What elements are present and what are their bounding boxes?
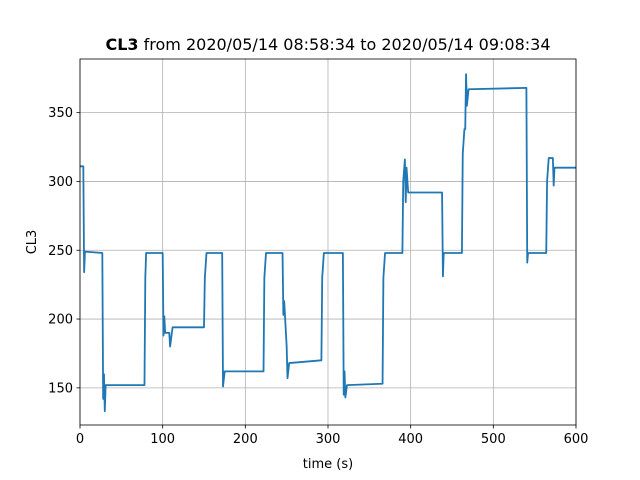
x-tick-label: 0 [76, 432, 84, 447]
y-axis-label: CL3 [25, 230, 40, 255]
y-tick-label: 350 [48, 106, 73, 121]
x-tick-label: 600 [564, 432, 589, 447]
x-axis-label: time (s) [303, 457, 353, 472]
x-tick-label: 500 [481, 432, 506, 447]
y-tick-label: 250 [48, 244, 73, 259]
title-rest: from 2020/05/14 08:58:34 to 2020/05/14 0… [144, 35, 551, 54]
y-tick-label: 200 [48, 313, 73, 328]
x-tick-label: 400 [398, 432, 423, 447]
chart-title: CL3 from 2020/05/14 08:58:34 to 2020/05/… [105, 35, 550, 54]
x-tick-label: 300 [316, 432, 341, 447]
y-tick-label: 300 [48, 175, 73, 190]
title-bold: CL3 [105, 35, 138, 54]
y-tick-label: 150 [48, 381, 73, 396]
plot-frame [79, 58, 577, 426]
data-line [80, 73, 576, 413]
x-tick-label: 200 [233, 432, 258, 447]
x-tick-label: 100 [150, 432, 175, 447]
